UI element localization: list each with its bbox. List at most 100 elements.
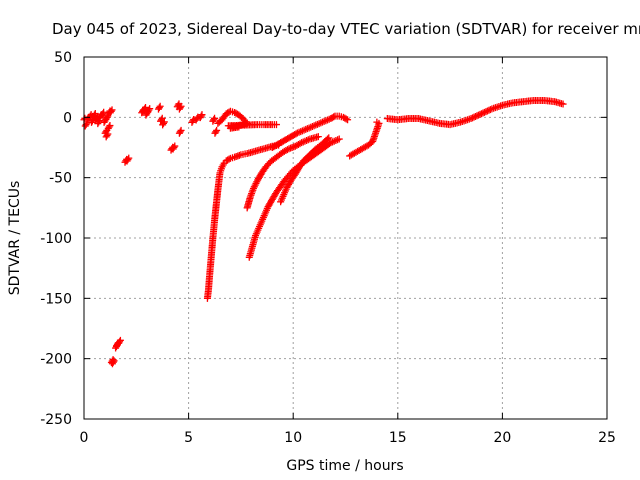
- x-tick-label: 10: [284, 430, 302, 446]
- data-point: [100, 118, 108, 126]
- data-point: [342, 115, 350, 123]
- data-point: [192, 116, 200, 124]
- axis-ticks: 0 5 10 15 20 25 -250 -200 -150 -100 -50 0 50: [40, 50, 616, 446]
- data-point: [303, 137, 311, 145]
- data-point: [103, 131, 111, 139]
- data-point: [212, 128, 220, 136]
- chart-title: Day 045 of 2023, Sidereal Day-to-day VTE…: [52, 20, 640, 38]
- data-point: [486, 106, 494, 114]
- data-point: [482, 108, 490, 116]
- data-point: [88, 118, 96, 126]
- data-point: [324, 116, 332, 124]
- data-point: [169, 145, 177, 153]
- data-point: [122, 157, 130, 165]
- data-point: [477, 110, 485, 118]
- data-point: [296, 140, 304, 148]
- data-point: [298, 139, 306, 147]
- data-point: [283, 146, 291, 154]
- y-axis-label: SDTVAR / TECUs: [7, 181, 23, 296]
- data-point: [211, 129, 219, 137]
- y-tick-label: -50: [49, 171, 72, 187]
- data-point: [320, 117, 328, 125]
- data-point: [317, 119, 325, 127]
- data-point: [293, 129, 301, 137]
- data-point: [154, 105, 162, 113]
- data-point: [473, 112, 481, 120]
- data-point: [107, 359, 115, 367]
- data-point: [301, 137, 309, 145]
- x-tick-label: 20: [493, 430, 511, 446]
- data-point: [330, 113, 338, 121]
- data-point: [467, 115, 475, 123]
- data-point: [175, 105, 183, 113]
- data-point: [115, 339, 123, 347]
- data-point: [305, 124, 313, 132]
- data-point: [188, 118, 196, 126]
- data-point: [292, 130, 300, 138]
- data-point: [469, 114, 477, 122]
- data-point: [116, 338, 124, 346]
- data-point: [329, 138, 337, 146]
- data-point: [476, 110, 484, 118]
- data-point: [196, 114, 204, 122]
- data-point: [107, 107, 115, 115]
- data-point: [159, 121, 167, 129]
- data-point: [170, 144, 178, 151]
- data-point: [225, 155, 233, 163]
- data-point: [334, 136, 342, 144]
- data-point: [94, 120, 102, 128]
- data-point: [106, 109, 114, 117]
- data-point: [559, 100, 567, 108]
- data-point: [103, 113, 111, 121]
- data-point: [373, 118, 381, 126]
- data-point: [104, 124, 112, 132]
- y-tick-label: 0: [63, 110, 72, 126]
- data-point: [308, 123, 316, 131]
- data-point: [155, 104, 163, 112]
- data-point: [304, 136, 312, 144]
- data-point: [197, 112, 205, 120]
- x-tick-label: 15: [389, 430, 407, 446]
- data-point: [102, 133, 110, 141]
- data-point: [98, 111, 106, 119]
- data-point: [159, 119, 167, 127]
- data-point: [318, 118, 326, 126]
- data-point: [480, 108, 488, 116]
- data-point: [299, 138, 307, 146]
- data-point: [121, 158, 129, 166]
- data-point: [176, 104, 184, 112]
- data-point: [485, 106, 493, 114]
- data-point: [209, 117, 217, 125]
- y-tick-label: -100: [40, 231, 72, 247]
- data-point: [322, 117, 330, 125]
- data-point: [189, 117, 197, 125]
- data-point: [295, 128, 303, 136]
- y-tick-label: -150: [40, 291, 72, 307]
- data-point: [324, 135, 332, 143]
- y-tick-label: 50: [54, 50, 72, 66]
- data-point: [175, 129, 183, 137]
- data-point: [325, 115, 333, 123]
- data-point: [335, 135, 343, 143]
- data-point: [81, 122, 89, 130]
- data-point: [108, 357, 116, 365]
- data-point: [330, 137, 338, 145]
- data-point: [310, 122, 318, 130]
- data-point: [314, 133, 322, 141]
- data-point: [325, 134, 333, 142]
- data-point: [272, 121, 280, 129]
- data-point: [88, 117, 96, 125]
- x-tick-label: 5: [184, 430, 193, 446]
- data-point: [144, 108, 152, 116]
- y-tick-label: -250: [40, 412, 72, 428]
- data-point: [105, 123, 113, 131]
- data-point: [344, 116, 352, 124]
- data-point: [315, 120, 323, 128]
- data-point: [145, 106, 153, 114]
- data-point: [176, 128, 184, 136]
- data-point: [303, 125, 311, 133]
- data-point: [483, 107, 491, 115]
- data-points: [80, 96, 567, 368]
